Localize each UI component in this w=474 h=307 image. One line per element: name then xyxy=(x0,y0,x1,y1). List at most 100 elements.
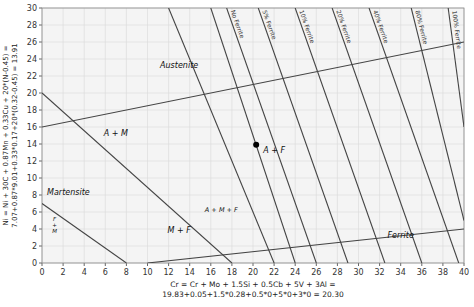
ferrite-line xyxy=(448,8,464,127)
tick-y xyxy=(39,8,42,9)
tick-x xyxy=(253,263,254,266)
ferrite-label: 100% Ferrite xyxy=(451,10,463,49)
tick-label-x: 28 xyxy=(332,268,342,277)
region-label: Martensite xyxy=(47,188,90,197)
chart: 0246810121416182022242628303234363840024… xyxy=(0,0,474,307)
line-labels: No Ferrite 5% Ferrite 10% Ferrite 20% Ferri… xyxy=(230,9,464,50)
tick-x xyxy=(105,263,106,266)
tick-y xyxy=(39,42,42,43)
tick-label-x: 8 xyxy=(124,268,129,277)
tick-y xyxy=(39,144,42,145)
tick-x xyxy=(231,263,232,266)
tick-label-y: 14 xyxy=(27,140,37,149)
tick-label-x: 24 xyxy=(290,268,300,277)
grid-line-y xyxy=(42,25,464,26)
grid-line-y xyxy=(42,127,464,128)
grid-line-x xyxy=(274,8,275,263)
tick-label-y: 20 xyxy=(27,89,37,98)
tick-x xyxy=(210,263,211,266)
region-label: A + M + F xyxy=(204,206,238,214)
tick-label-x: 30 xyxy=(353,268,363,277)
region-label: A + M xyxy=(103,129,128,138)
tick-label-x: 2 xyxy=(61,268,66,277)
tick-x xyxy=(442,263,443,266)
grid-line-y xyxy=(42,42,464,43)
grid-line-y xyxy=(42,93,464,94)
grid-line-x xyxy=(231,8,232,263)
tick-label-y: 18 xyxy=(27,106,37,115)
tick-label-x: 38 xyxy=(438,268,448,277)
region-label: M + F xyxy=(168,226,192,235)
ferrite-label: 40% Ferrite xyxy=(372,9,390,44)
ferrite-label: 20% Ferrite xyxy=(335,9,353,44)
x-axis-label: Cr = Cr + Mo + 1.5Si + 0.5Cb + 5V + 3Al … xyxy=(162,280,344,299)
ferrite-line xyxy=(411,8,464,221)
tick-y xyxy=(39,263,42,264)
tick-label-x: 4 xyxy=(82,268,87,277)
data-point xyxy=(253,142,259,148)
tick-x xyxy=(189,263,190,266)
tick-label-x: 16 xyxy=(206,268,216,277)
grid xyxy=(42,8,464,263)
tick-y xyxy=(39,246,42,247)
ferrite-label: 10% Ferrite xyxy=(298,9,316,44)
tick-y xyxy=(39,25,42,26)
ferrite-line xyxy=(369,8,459,263)
tick-label-x: 20 xyxy=(248,268,258,277)
region-label: Austenite xyxy=(159,61,198,70)
tick-x xyxy=(84,263,85,266)
tick-y xyxy=(39,195,42,196)
ferrite-line xyxy=(295,8,385,263)
tick-x xyxy=(295,263,296,266)
tick-y xyxy=(39,76,42,77)
grid-line-x xyxy=(358,8,359,263)
region-label: Ferrite xyxy=(388,231,414,240)
y-axis-label: Ni = Ni + 30C + 0.87Mn + 0.33Cu + 20*(N-… xyxy=(2,43,19,227)
tick-y xyxy=(39,93,42,94)
ferrite-label: 5% Ferrite xyxy=(261,9,278,41)
grid-line-y xyxy=(42,246,464,247)
tick-label-x: 10 xyxy=(142,268,152,277)
annotations: AusteniteA + MMartensiteA + FA + M + FM … xyxy=(47,61,414,240)
grid-line-x xyxy=(147,8,148,263)
tick-label-y: 28 xyxy=(27,21,37,30)
tick-x xyxy=(464,263,465,266)
ferrite-label: No Ferrite xyxy=(230,9,246,39)
tick-x xyxy=(358,263,359,266)
grid-line-x xyxy=(168,8,169,263)
tick-label-y: 8 xyxy=(32,191,37,200)
tick-y xyxy=(39,212,42,213)
data xyxy=(42,8,464,263)
tick-label-y: 30 xyxy=(27,4,37,13)
grid-line-y xyxy=(42,229,464,230)
grid-line-y xyxy=(42,59,464,60)
tick-y xyxy=(39,59,42,60)
grid-line-x xyxy=(295,8,296,263)
tick-x xyxy=(379,263,380,266)
tick-label-y: 6 xyxy=(32,208,37,217)
ferrite-line xyxy=(258,8,348,263)
tick-y xyxy=(39,161,42,162)
tick-y xyxy=(39,110,42,111)
tick-label-y: 4 xyxy=(32,225,37,234)
ferrite-label: 80% Ferrite xyxy=(414,10,429,46)
tick-y xyxy=(39,127,42,128)
grid-line-x xyxy=(210,8,211,263)
tick-x xyxy=(337,263,338,266)
tick-label-y: 26 xyxy=(27,38,37,47)
tick-x xyxy=(421,263,422,266)
tick-x xyxy=(316,263,317,266)
grid-line-x xyxy=(63,8,64,263)
ferrite-line xyxy=(332,8,422,263)
grid-line-x xyxy=(337,8,338,263)
boundary-line xyxy=(169,8,275,263)
tick-label-y: 22 xyxy=(27,72,37,81)
tick-label-y: 12 xyxy=(27,157,37,166)
tick-y xyxy=(39,229,42,230)
tick-label-y: 16 xyxy=(27,123,37,132)
grid-line-y xyxy=(42,161,464,162)
grid-line-x xyxy=(400,8,401,263)
boundary-line xyxy=(42,93,232,263)
plot-background xyxy=(42,8,464,263)
plot-frame xyxy=(42,8,464,263)
